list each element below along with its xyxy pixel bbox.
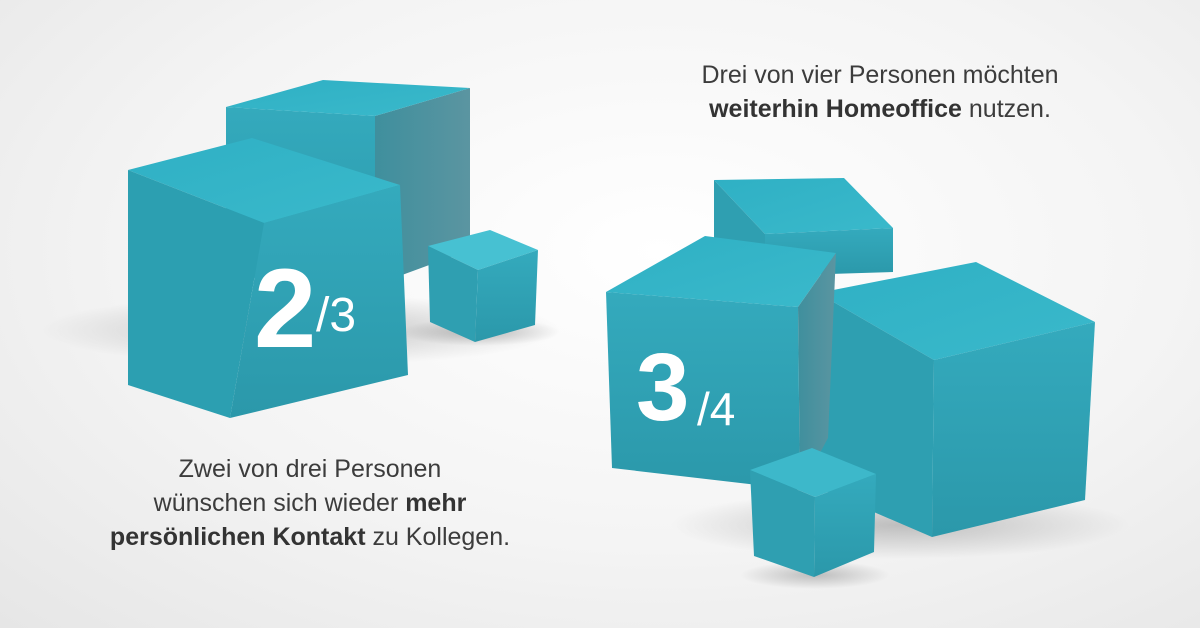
cube-right-back: [714, 178, 893, 276]
caption-homeoffice: Drei von vier Personen möchten weiterhin…: [600, 58, 1160, 126]
caption-top-line1: Drei von vier Personen möchten: [701, 61, 1059, 89]
cube-three-quarters: 3 /4: [606, 236, 836, 490]
caption-contact: Zwei von drei Personen wünschen sich wie…: [40, 452, 580, 554]
cube-right-small: [750, 448, 876, 577]
caption-bottom-line3-bold: persönlichen Kontakt: [109, 523, 366, 551]
caption-bottom-line2-prefix: wünschen sich wieder: [153, 489, 406, 517]
numerator-three: 3: [636, 334, 689, 441]
numerator-two: 2: [254, 246, 316, 371]
denominator-three: /3: [316, 289, 356, 342]
caption-bottom-line3-rest: zu Kollegen.: [365, 523, 511, 551]
denominator-four: /4: [697, 383, 735, 435]
cube-two-thirds: 2 /3: [128, 138, 408, 418]
caption-bottom-line1: Zwei von drei Personen: [178, 455, 442, 483]
caption-top-bold: weiterhin Homeoffice: [709, 95, 962, 123]
cube-left-small: [428, 230, 538, 342]
caption-top-rest: nutzen.: [961, 95, 1051, 123]
caption-bottom-line2-bold: mehr: [405, 489, 467, 517]
